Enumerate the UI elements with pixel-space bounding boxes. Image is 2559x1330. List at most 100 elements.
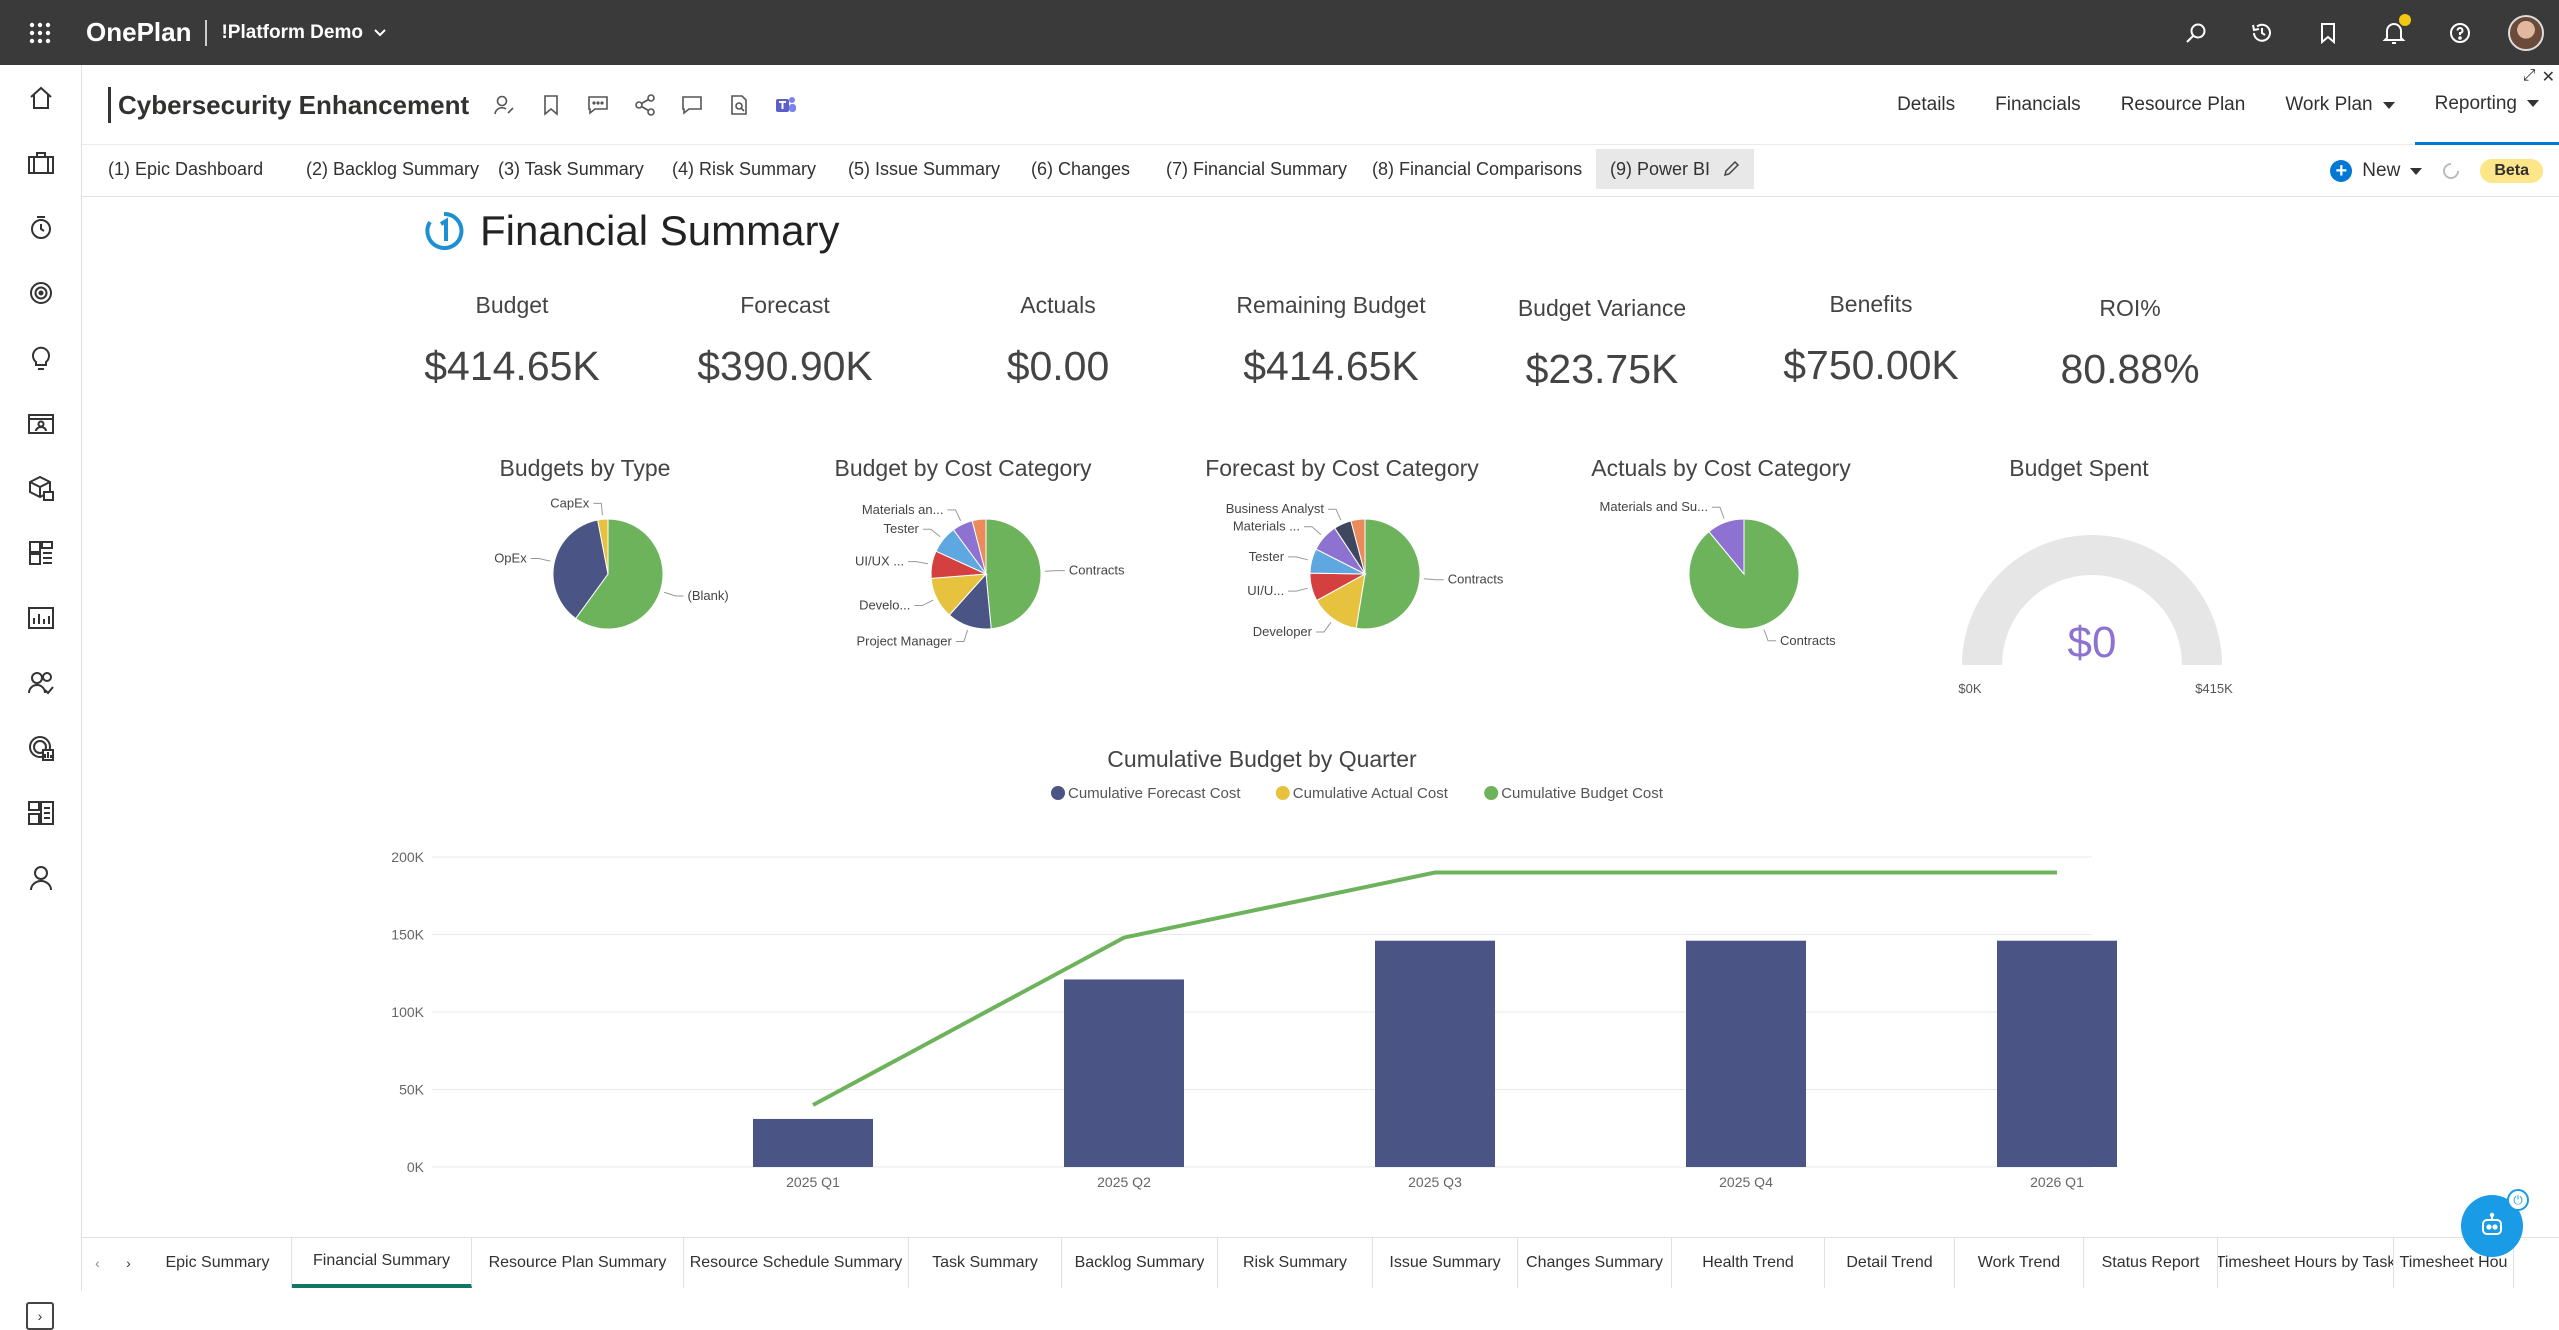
- tab-task-summary[interactable]: (3) Task Summary: [484, 149, 658, 189]
- gauge-track: [1962, 535, 2222, 665]
- users-check-icon[interactable]: [0, 650, 82, 715]
- scroll-left-icon[interactable]: ‹: [95, 1255, 100, 1271]
- page-tab-label: Changes Summary: [1526, 1254, 1663, 1271]
- history-icon[interactable]: [2229, 0, 2295, 65]
- contacts-icon[interactable]: [0, 390, 82, 455]
- dashboard-icon[interactable]: [0, 520, 82, 585]
- page-tab-timesheet-hours-by-task[interactable]: Timesheet Hours by Task: [2218, 1238, 2394, 1288]
- user-icon[interactable]: [0, 845, 82, 910]
- tab-financial-summary[interactable]: (7) Financial Summary: [1152, 149, 1361, 189]
- project-header: Cybersecurity Enhancement Details Financ…: [82, 65, 2559, 145]
- page-tab-epic-summary[interactable]: Epic Summary: [144, 1238, 292, 1288]
- app-launcher-icon[interactable]: [0, 0, 80, 65]
- kpi-value: $414.65K: [424, 343, 600, 389]
- pie-label: Develo...: [859, 598, 910, 613]
- page-tab-issue-summary[interactable]: Issue Summary: [1373, 1238, 1518, 1288]
- bookmark-icon[interactable]: [527, 89, 574, 121]
- tab-risk-summary[interactable]: (4) Risk Summary: [658, 149, 830, 189]
- tab-label: (9) Power BI: [1610, 158, 1711, 179]
- pie-label: Materials an...: [862, 502, 944, 517]
- chart-title: Forecast by Cost Category: [1205, 455, 1479, 481]
- user-avatar[interactable]: [2493, 0, 2559, 65]
- tab-label: (7) Financial Summary: [1166, 158, 1348, 179]
- search-icon[interactable]: [2163, 0, 2229, 65]
- notification-icon[interactable]: [2361, 0, 2427, 65]
- chart-title: Budget by Cost Category: [834, 455, 1092, 481]
- idea-icon[interactable]: [0, 325, 82, 390]
- nav-details[interactable]: Details: [1877, 65, 1975, 145]
- kpi-value: 80.88%: [2060, 346, 2200, 392]
- brand-name[interactable]: OnePlan: [86, 17, 192, 47]
- page-tab-backlog-summary[interactable]: Backlog Summary: [1062, 1238, 1218, 1288]
- chatbot-button[interactable]: ⏻: [2461, 1189, 2529, 1257]
- tab-epic-dashboard[interactable]: (1) Epic Dashboard: [94, 149, 277, 189]
- edit-pencil-icon[interactable]: [1722, 160, 1740, 178]
- pie-leader-line: [663, 591, 684, 597]
- bookmark-icon[interactable]: [2295, 0, 2361, 65]
- page-tab-scroll: ‹ ›: [82, 1238, 144, 1288]
- document-search-icon[interactable]: [715, 89, 762, 121]
- page-tab-risk-summary[interactable]: Risk Summary: [1218, 1238, 1373, 1288]
- new-button[interactable]: + New: [2330, 160, 2423, 182]
- pie-leader-line: [593, 502, 603, 516]
- tab-financial-comparisons[interactable]: (8) Financial Comparisons: [1358, 149, 1596, 189]
- home-icon[interactable]: [0, 65, 82, 130]
- page-tab-work-trend[interactable]: Work Trend: [1955, 1238, 2084, 1288]
- tenant-selector[interactable]: !Platform Demo: [221, 22, 386, 44]
- tab-issue-summary[interactable]: (5) Issue Summary: [834, 149, 1014, 189]
- pie-label: OpEx: [494, 551, 527, 566]
- finance-icon[interactable]: [0, 715, 82, 780]
- package-icon[interactable]: [0, 455, 82, 520]
- page-tab-timesheet-hou[interactable]: Timesheet Hou: [2394, 1238, 2514, 1288]
- expand-nav-icon[interactable]: ›: [26, 1302, 54, 1330]
- page-tab-detail-trend[interactable]: Detail Trend: [1825, 1238, 1955, 1288]
- target-icon[interactable]: [0, 260, 82, 325]
- nav-work-plan[interactable]: Work Plan: [2265, 65, 2414, 145]
- pie-label: Materials and Su...: [1600, 499, 1708, 514]
- share-icon[interactable]: [621, 89, 668, 121]
- gauge-max-label: $415K: [2195, 681, 2233, 696]
- close-icon[interactable]: ✕: [2541, 69, 2555, 86]
- comment-icon[interactable]: [574, 89, 621, 121]
- tab-changes[interactable]: (6) Changes: [1017, 149, 1144, 189]
- tab-label: (8) Financial Comparisons: [1372, 158, 1583, 179]
- page-tab-label: Timesheet Hours by Task: [2218, 1254, 2394, 1271]
- page-tab-resource-plan-summary[interactable]: Resource Plan Summary: [472, 1238, 684, 1288]
- scroll-right-icon[interactable]: ›: [126, 1255, 131, 1271]
- person-assign-icon[interactable]: [480, 89, 527, 121]
- pie-slice: [1350, 518, 1366, 575]
- popout-icon[interactable]: ⤢: [2522, 67, 2536, 84]
- chat-icon[interactable]: [668, 89, 715, 121]
- pie-label: Developer: [1253, 624, 1313, 639]
- nav-financials[interactable]: Financials: [1975, 65, 2101, 145]
- pie-slice: [552, 519, 609, 620]
- page-tab-financial-summary[interactable]: Financial Summary: [292, 1238, 472, 1288]
- legend-marker: [1275, 786, 1290, 800]
- pie-leader-line: [1316, 621, 1332, 633]
- pie-leader-line: [530, 558, 551, 562]
- page-tab-task-summary[interactable]: Task Summary: [909, 1238, 1062, 1288]
- page-tab-status-report[interactable]: Status Report: [2084, 1238, 2218, 1288]
- legend-marker: [1051, 786, 1065, 800]
- tab-label: (3) Task Summary: [498, 158, 644, 179]
- new-button-label: New: [2362, 160, 2401, 181]
- portfolio-icon[interactable]: [0, 130, 82, 195]
- refresh-icon[interactable]: [2440, 160, 2462, 182]
- kpi-label: Actuals: [1020, 292, 1096, 318]
- tab-backlog-summary[interactable]: (2) Backlog Summary: [292, 149, 493, 189]
- page-tab-resource-schedule-summary[interactable]: Resource Schedule Summary: [684, 1238, 909, 1288]
- report-icon[interactable]: [0, 585, 82, 650]
- kpi-value: $390.90K: [697, 343, 873, 389]
- tab-label: (1) Epic Dashboard: [108, 158, 264, 179]
- nav-reporting[interactable]: Reporting: [2414, 65, 2559, 145]
- help-icon[interactable]: [2427, 0, 2493, 65]
- page-tab-changes-summary[interactable]: Changes Summary: [1518, 1238, 1672, 1288]
- time-icon[interactable]: [0, 195, 82, 260]
- oneplan-logo-icon: [425, 211, 464, 250]
- cumulative-budget-chart: Cumulative Budget by Quarter Cumulative F…: [391, 746, 2117, 1190]
- layout-icon[interactable]: [0, 780, 82, 845]
- teams-icon[interactable]: [762, 89, 809, 121]
- page-tab-health-trend[interactable]: Health Trend: [1672, 1238, 1825, 1288]
- nav-resource-plan[interactable]: Resource Plan: [2101, 65, 2266, 145]
- tab-power-bi[interactable]: (9) Power BI: [1596, 149, 1755, 189]
